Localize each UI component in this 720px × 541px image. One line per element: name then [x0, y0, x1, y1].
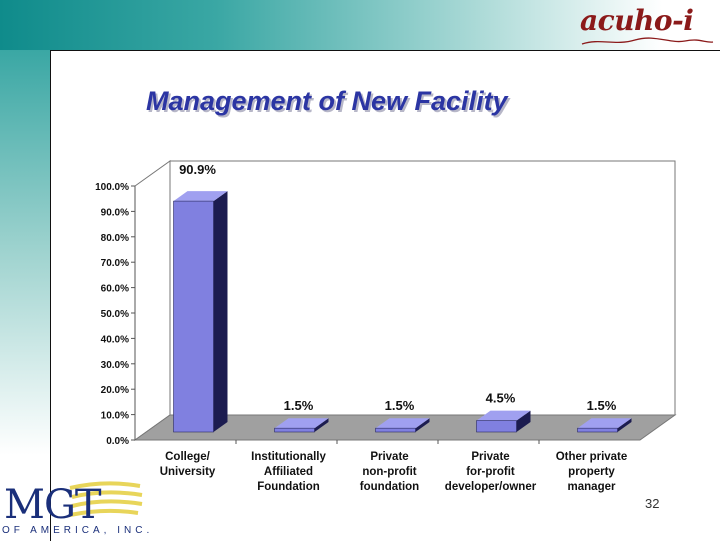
page-title: Management of New Facility — [146, 86, 508, 116]
y-tick-label: 50.0% — [101, 309, 129, 320]
bar-top — [476, 410, 531, 421]
bar — [173, 200, 214, 433]
data-label: 4.5% — [486, 391, 516, 406]
bar-side — [314, 418, 329, 432]
y-tick-label: 70.0% — [101, 258, 129, 269]
y-tick-label: 80.0% — [101, 233, 129, 244]
y-tick-label: 100.0% — [95, 182, 129, 193]
bar — [375, 427, 416, 433]
data-label: 1.5% — [284, 398, 314, 413]
bar — [476, 420, 517, 433]
mgt-logo-mark — [69, 481, 143, 517]
side-band — [0, 50, 50, 455]
chart-side-wall — [134, 160, 171, 441]
page-number: 32 — [645, 496, 660, 511]
bar-top — [173, 191, 228, 202]
y-tick-label: 40.0% — [101, 334, 129, 345]
y-tick-label: 30.0% — [101, 360, 129, 371]
bar-side — [415, 418, 430, 432]
category-label: College/University — [160, 451, 216, 478]
category-label: Private non-profit foundation — [360, 451, 419, 493]
mgt-logo-subtitle: OF AMERICA, INC. — [2, 525, 154, 536]
y-tick-label: 0.0% — [106, 436, 129, 447]
data-label: 1.5% — [385, 398, 415, 413]
bar-side — [213, 191, 228, 432]
data-label: 90.9% — [179, 162, 216, 177]
y-tick-label: 90.0% — [101, 207, 129, 218]
acuho-logo: acuho-i — [580, 4, 694, 37]
bar — [274, 427, 315, 433]
bar-top — [577, 418, 632, 429]
data-label: 1.5% — [587, 398, 617, 413]
bar-side — [617, 418, 632, 432]
category-label: Private for-profit developer/owner — [445, 451, 537, 493]
y-tick-label: 20.0% — [101, 385, 129, 396]
y-tick-label: 10.0% — [101, 411, 129, 422]
bar-top — [274, 418, 329, 429]
category-label: Other private property manager — [556, 451, 628, 493]
y-tick-label: 60.0% — [101, 284, 129, 295]
bar-side — [516, 410, 531, 432]
acuho-signature-scribble — [581, 37, 714, 45]
bar-top — [375, 418, 430, 429]
category-label: Institutionally Affiliated Foundation — [251, 451, 326, 493]
bar — [577, 427, 618, 433]
chart-back-wall — [169, 160, 676, 416]
mgt-logo-text: MGT — [4, 482, 102, 528]
